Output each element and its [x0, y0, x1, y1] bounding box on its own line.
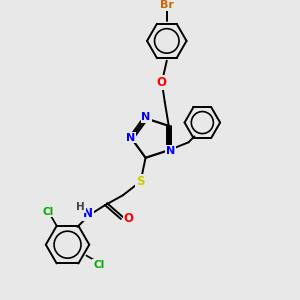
Text: Br: Br	[160, 0, 174, 11]
Text: N: N	[141, 112, 151, 122]
Text: O: O	[157, 76, 167, 89]
Text: Cl: Cl	[43, 206, 54, 217]
Text: N: N	[126, 133, 135, 142]
Text: H: H	[76, 202, 85, 212]
Text: Cl: Cl	[93, 260, 104, 270]
Text: N: N	[83, 207, 93, 220]
Text: N: N	[166, 146, 175, 156]
Text: O: O	[124, 212, 134, 226]
Text: S: S	[136, 175, 145, 188]
